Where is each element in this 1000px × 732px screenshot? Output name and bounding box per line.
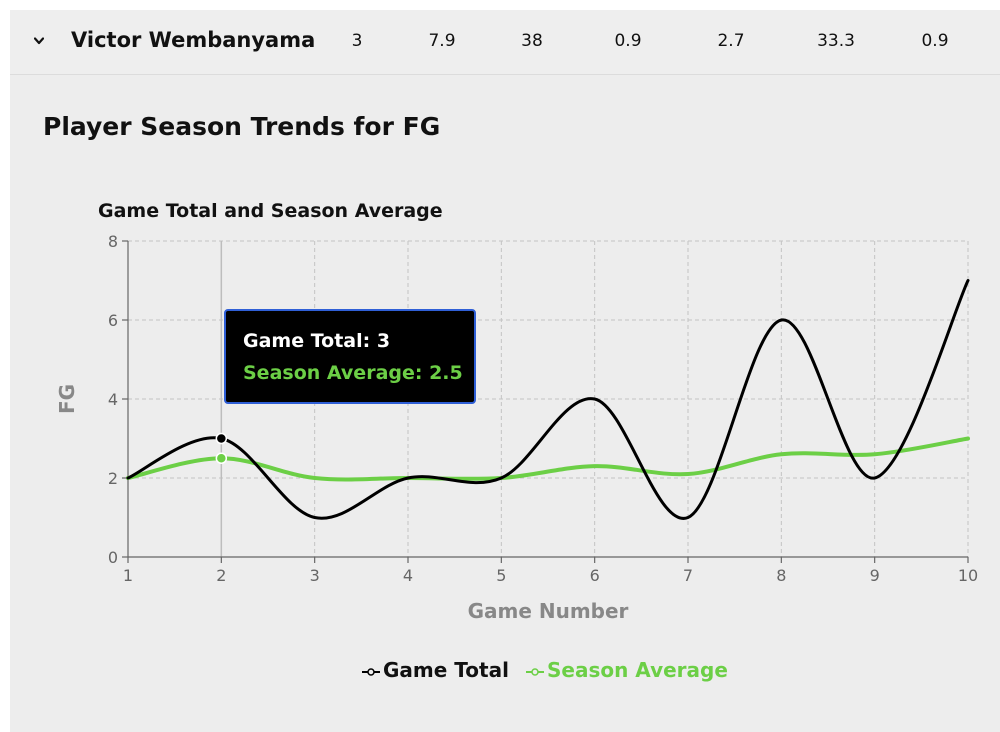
x-tick-label: 4 bbox=[403, 566, 413, 585]
point-season-average bbox=[215, 452, 228, 464]
legend-season-average[interactable]: Season Average bbox=[526, 658, 728, 682]
y-tick-label: 2 bbox=[108, 469, 118, 488]
tooltip-game-total: Game Total: 3 bbox=[243, 330, 391, 352]
series-line-season-average bbox=[126, 436, 970, 482]
point-game-total bbox=[215, 432, 228, 445]
y-tick-label: 0 bbox=[108, 548, 118, 567]
stat-cell: 2.7 bbox=[717, 31, 745, 51]
line-marker-icon bbox=[362, 667, 380, 676]
chart-title: Game Total and Season Average bbox=[98, 200, 443, 222]
player-name[interactable]: Victor Wembanyama bbox=[71, 28, 316, 52]
stat-cell: 0.9 bbox=[614, 31, 642, 51]
legend-label: Game Total bbox=[383, 658, 509, 682]
stat-cell: 3 bbox=[351, 31, 363, 51]
x-tick-label: 5 bbox=[496, 566, 506, 585]
x-tick-label: 6 bbox=[590, 566, 600, 585]
x-axis-label: Game Number bbox=[468, 599, 629, 623]
x-tick-label: 8 bbox=[776, 566, 786, 585]
legend-label: Season Average bbox=[547, 658, 728, 682]
y-axis-label: FG bbox=[55, 384, 79, 414]
y-tick-label: 6 bbox=[108, 311, 118, 330]
stat-cell: 33.3 bbox=[817, 31, 855, 51]
series-line-game-total bbox=[126, 279, 970, 520]
tooltip-season-average: Season Average: 2.5 bbox=[243, 362, 463, 384]
stat-cell: 7.9 bbox=[428, 31, 456, 51]
x-tick-label: 9 bbox=[870, 566, 880, 585]
x-tick-label: 1 bbox=[123, 566, 133, 585]
stat-cell: 0.9 bbox=[921, 31, 949, 51]
legend-game-total[interactable]: Game Total bbox=[362, 658, 509, 682]
chevron-down-icon[interactable] bbox=[34, 36, 44, 46]
player-row[interactable]: Victor Wembanyama 3 7.9 38 0.9 2.7 33.3 … bbox=[10, 10, 1000, 75]
stat-cell: 38 bbox=[521, 31, 543, 51]
player-detail-panel: Victor Wembanyama 3 7.9 38 0.9 2.7 33.3 … bbox=[10, 10, 1000, 732]
section-title: Player Season Trends for FG bbox=[43, 112, 441, 141]
y-tick-label: 8 bbox=[108, 232, 118, 251]
x-tick-label: 7 bbox=[683, 566, 693, 585]
y-tick-label: 4 bbox=[108, 390, 118, 409]
x-tick-label: 2 bbox=[216, 566, 226, 585]
line-marker-icon bbox=[526, 667, 544, 676]
x-tick-label: 10 bbox=[958, 566, 978, 585]
chart-tooltip: Game Total: 3 Season Average: 2.5 bbox=[224, 309, 476, 404]
x-tick-label: 3 bbox=[310, 566, 320, 585]
